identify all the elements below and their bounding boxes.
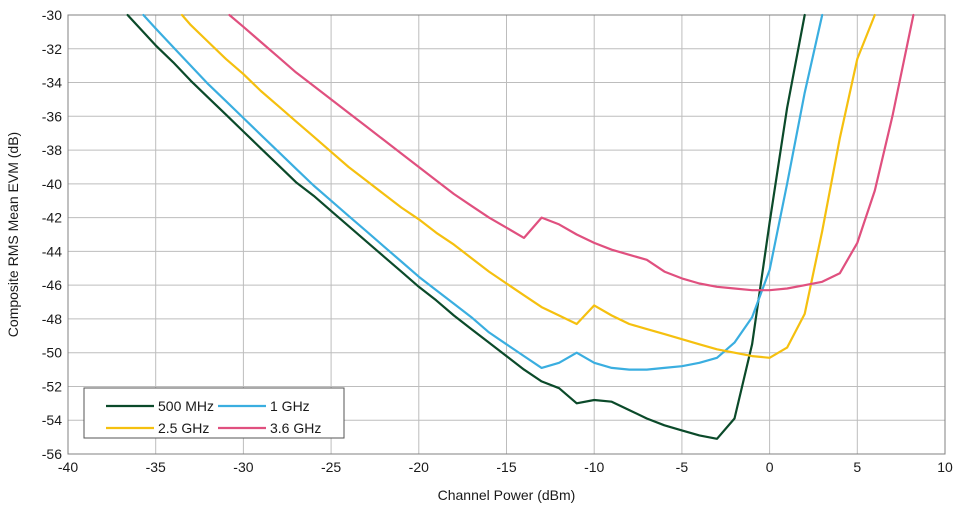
y-axis-title: Composite RMS Mean EVM (dB) — [5, 132, 21, 337]
x-tick-label: -25 — [321, 459, 341, 475]
y-tick-label: -50 — [42, 345, 62, 361]
series-line-3 — [228, 13, 915, 292]
y-tick-label: -32 — [42, 41, 62, 57]
y-tick-label: -54 — [42, 412, 62, 428]
y-tick-label: -42 — [42, 210, 62, 226]
x-tick-label: -15 — [496, 459, 516, 475]
legend-label-1ghz: 1 GHz — [270, 398, 310, 414]
series-line-0 — [126, 13, 806, 440]
legend-label-500mhz: 500 MHz — [158, 398, 214, 414]
y-tick-label: -36 — [42, 108, 62, 124]
x-tick-label: 10 — [937, 459, 953, 475]
y-tick-labels: -56 -54 -52 -50 -48 -46 -44 -42 -40 -38 -36 -34 -32 -… — [42, 7, 62, 462]
x-tick-labels: -40 -35 -30 -25 -20 -15 -10 -5 0 5 10 — [58, 459, 953, 475]
y-tick-label: -34 — [42, 75, 62, 91]
y-tick-label: -30 — [42, 7, 62, 23]
x-tick-label: -40 — [58, 459, 78, 475]
x-tick-label: -30 — [233, 459, 253, 475]
legend-label-3-6ghz: 3.6 GHz — [270, 420, 321, 436]
y-tick-label: -52 — [42, 378, 62, 394]
y-tick-label: -48 — [42, 311, 62, 327]
y-tick-label: -46 — [42, 277, 62, 293]
series-line-2 — [180, 13, 876, 359]
legend-label-2-5ghz: 2.5 GHz — [158, 420, 209, 436]
x-tick-label: 5 — [853, 459, 861, 475]
x-tick-label: -5 — [676, 459, 689, 475]
x-tick-label: 0 — [766, 459, 774, 475]
series-line-1 — [142, 13, 824, 371]
legend-box — [83, 387, 345, 439]
plot-frame — [67, 14, 946, 455]
x-tick-label: -10 — [584, 459, 604, 475]
x-axis-title: Channel Power (dBm) — [438, 487, 576, 503]
series-lines — [126, 13, 915, 440]
x-tick-label: -35 — [146, 459, 166, 475]
y-tick-label: -40 — [42, 176, 62, 192]
x-tick-label: -20 — [409, 459, 429, 475]
legend: 500 MHz 1 GHz 2.5 GHz 3.6 GHz — [83, 387, 345, 439]
y-tick-label: -56 — [42, 446, 62, 462]
y-tick-label: -44 — [42, 243, 62, 259]
y-tick-label: -38 — [42, 142, 62, 158]
